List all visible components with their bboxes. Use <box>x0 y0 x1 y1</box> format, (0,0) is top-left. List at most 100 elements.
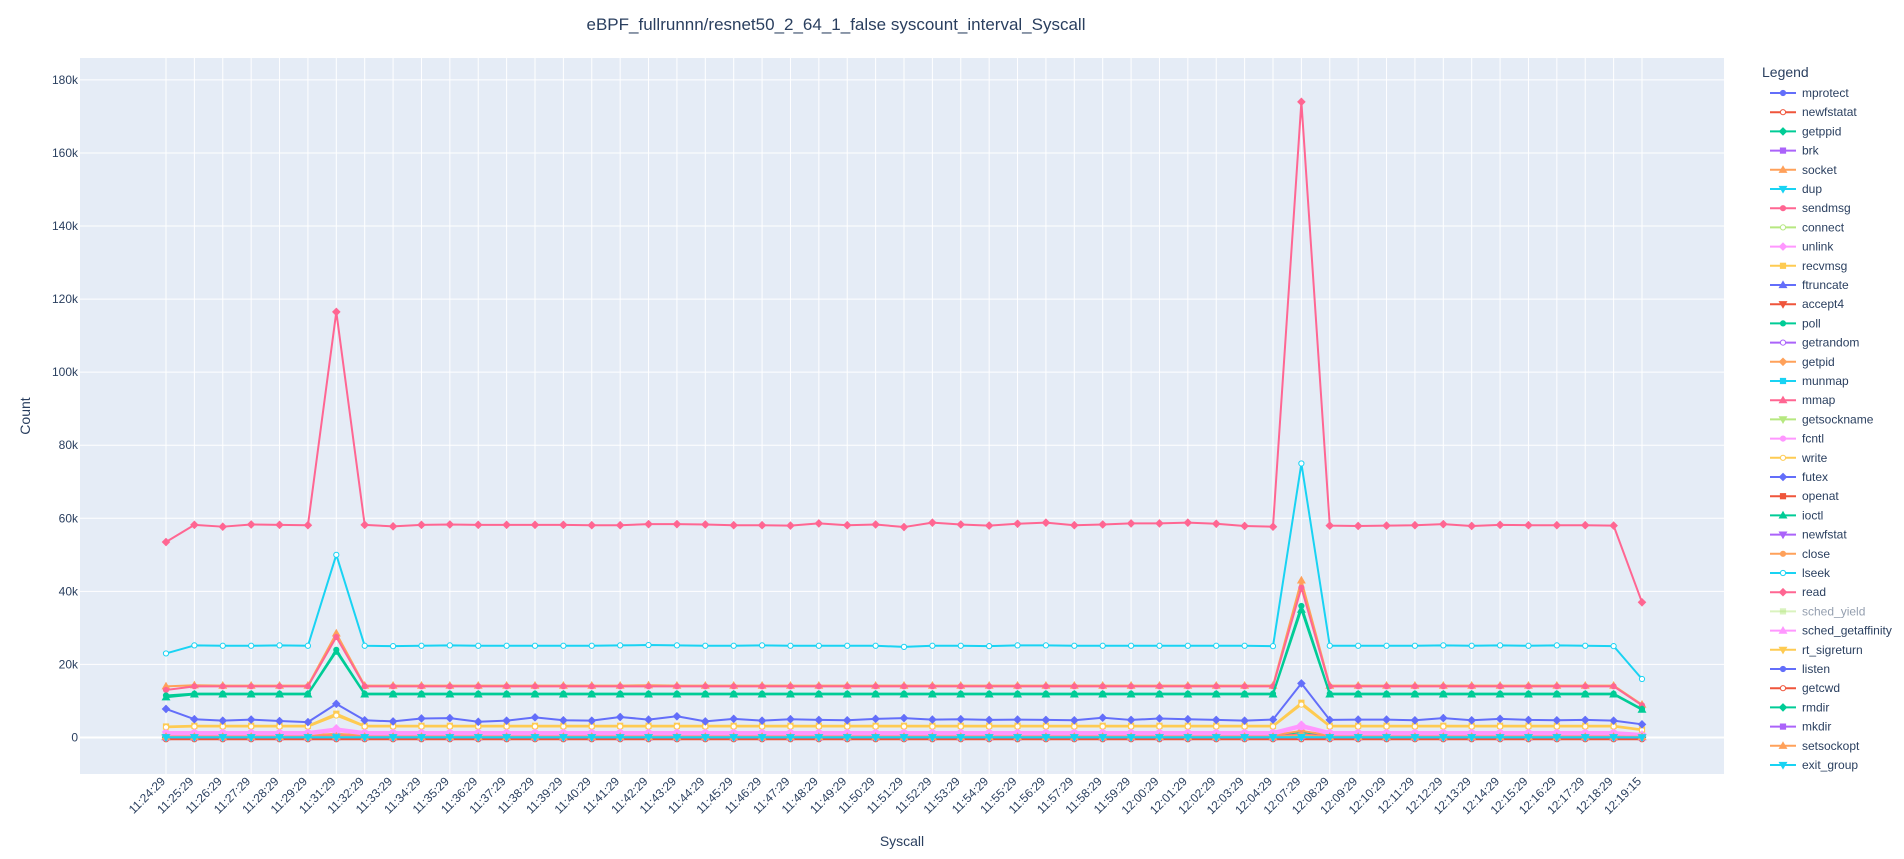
legend-item[interactable]: ftruncate <box>1770 278 1849 292</box>
data-point[interactable] <box>1041 734 1051 742</box>
data-point[interactable] <box>672 711 682 721</box>
data-point[interactable] <box>729 734 739 742</box>
data-point[interactable] <box>785 689 795 698</box>
legend-item[interactable]: setsockopt <box>1770 739 1860 753</box>
legend-item[interactable]: sched_yield <box>1770 604 1865 618</box>
data-point[interactable] <box>1296 575 1306 584</box>
data-point[interactable] <box>275 520 284 530</box>
data-point[interactable] <box>814 689 824 698</box>
data-point[interactable] <box>645 683 652 690</box>
data-point[interactable] <box>587 716 597 725</box>
data-point[interactable] <box>615 734 625 742</box>
data-point[interactable] <box>1410 689 1420 698</box>
data-point[interactable] <box>957 723 964 730</box>
data-point[interactable] <box>1383 642 1390 649</box>
data-point[interactable] <box>1638 675 1646 683</box>
data-point[interactable] <box>1154 734 1164 742</box>
data-point[interactable] <box>1183 689 1193 698</box>
data-point[interactable] <box>757 734 767 742</box>
data-point[interactable] <box>445 520 455 529</box>
data-point[interactable] <box>984 734 994 742</box>
data-point[interactable] <box>1154 689 1164 698</box>
data-point[interactable] <box>842 734 852 742</box>
data-point[interactable] <box>1211 519 1221 529</box>
data-point[interactable] <box>899 522 909 532</box>
data-point[interactable] <box>757 689 767 698</box>
legend-item[interactable]: accept4 <box>1770 297 1844 311</box>
data-point[interactable] <box>1155 714 1164 723</box>
data-point[interactable] <box>1296 605 1306 613</box>
data-point[interactable] <box>1439 713 1448 723</box>
data-point[interactable] <box>1211 689 1221 698</box>
data-point[interactable] <box>1467 521 1476 531</box>
data-point[interactable] <box>900 643 908 650</box>
data-point[interactable] <box>615 520 625 530</box>
data-point[interactable] <box>729 520 738 530</box>
data-point[interactable] <box>531 642 539 649</box>
data-point[interactable] <box>1127 723 1135 730</box>
data-point[interactable] <box>1440 683 1447 690</box>
data-point[interactable] <box>1637 597 1647 607</box>
data-point[interactable] <box>815 642 822 649</box>
data-point[interactable] <box>587 734 597 742</box>
data-point[interactable] <box>1610 643 1617 650</box>
data-point[interactable] <box>1041 518 1051 527</box>
data-point[interactable] <box>1156 642 1163 649</box>
data-point[interactable] <box>1552 715 1562 725</box>
data-point[interactable] <box>1126 734 1136 742</box>
legend-item[interactable]: listen <box>1770 662 1830 676</box>
data-point[interactable] <box>730 642 737 649</box>
data-point[interactable] <box>702 683 709 690</box>
data-point[interactable] <box>929 642 936 649</box>
data-point[interactable] <box>785 734 795 742</box>
data-point[interactable] <box>1296 734 1306 742</box>
data-point[interactable] <box>757 716 767 725</box>
data-point[interactable] <box>361 642 368 649</box>
data-point[interactable] <box>1525 723 1532 730</box>
data-point[interactable] <box>617 683 624 690</box>
data-point[interactable] <box>1353 734 1363 742</box>
data-point[interactable] <box>416 689 426 698</box>
data-point[interactable] <box>1013 715 1022 724</box>
data-point[interactable] <box>1609 521 1618 530</box>
data-point[interactable] <box>389 643 397 650</box>
legend-item[interactable]: ioctl <box>1770 508 1823 522</box>
data-point[interactable] <box>700 734 710 742</box>
data-point[interactable] <box>218 689 228 698</box>
data-point[interactable] <box>332 699 341 709</box>
data-point[interactable] <box>560 683 567 690</box>
data-point[interactable] <box>644 715 653 724</box>
data-point[interactable] <box>1383 683 1390 690</box>
data-point[interactable] <box>218 522 228 531</box>
data-point[interactable] <box>1127 642 1135 649</box>
data-point[interactable] <box>1211 734 1221 742</box>
data-point[interactable] <box>559 715 568 725</box>
data-point[interactable] <box>1382 689 1392 698</box>
data-point[interactable] <box>871 714 880 724</box>
data-point[interactable] <box>1467 689 1477 698</box>
data-point[interactable] <box>417 520 426 530</box>
data-point[interactable] <box>275 716 284 726</box>
data-point[interactable] <box>530 734 540 742</box>
data-point[interactable] <box>701 717 710 726</box>
data-point[interactable] <box>1268 734 1278 742</box>
data-point[interactable] <box>1069 734 1079 742</box>
data-point[interactable] <box>1127 683 1135 690</box>
data-point[interactable] <box>645 723 652 730</box>
data-point[interactable] <box>502 689 512 698</box>
data-point[interactable] <box>871 734 881 742</box>
data-point[interactable] <box>1580 715 1590 725</box>
data-point[interactable] <box>502 520 511 530</box>
data-point[interactable] <box>1411 723 1419 730</box>
data-point[interactable] <box>1411 642 1419 649</box>
data-point[interactable] <box>1467 715 1476 725</box>
data-point[interactable] <box>418 642 425 649</box>
data-point[interactable] <box>246 734 256 742</box>
legend-item[interactable]: dup <box>1770 182 1822 196</box>
data-point[interactable] <box>446 683 453 690</box>
data-point[interactable] <box>1126 715 1136 725</box>
data-point[interactable] <box>388 734 398 742</box>
data-point[interactable] <box>1071 642 1078 649</box>
data-point[interactable] <box>1382 715 1391 724</box>
data-point[interactable] <box>871 689 881 698</box>
